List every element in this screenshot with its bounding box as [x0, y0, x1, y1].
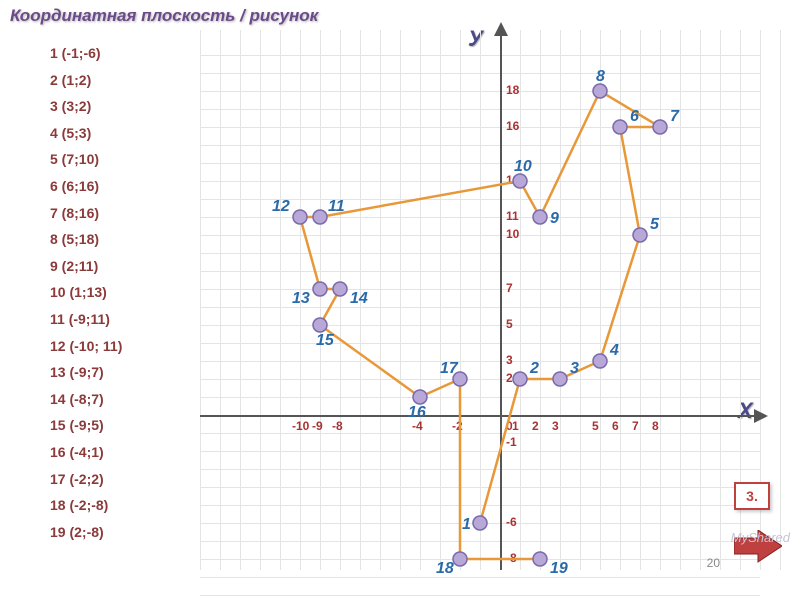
coord-list-item: 3 (3;2): [50, 93, 122, 120]
point-label: 19: [550, 560, 568, 577]
data-point: [513, 372, 527, 386]
coord-list-item: 4 (5;3): [50, 120, 122, 147]
data-point: [313, 318, 327, 332]
coord-list-item: 17 (-2;2): [50, 466, 122, 493]
data-point: [533, 552, 547, 566]
data-point: [453, 552, 467, 566]
coord-list-item: 8 (5;18): [50, 226, 122, 253]
page-title: Координатная плоскость / рисунок: [10, 6, 318, 26]
watermark: MyShared: [731, 530, 790, 545]
point-label: 17: [440, 360, 459, 377]
data-point: [653, 120, 667, 134]
slide-number: 20: [707, 556, 720, 570]
coord-list-item: 11 (-9;11): [50, 306, 122, 333]
point-label: 3: [570, 360, 579, 377]
coord-list-item: 12 (-10; 11): [50, 333, 122, 360]
coordinates-legend: 1 (-1;-6)2 (1;2)3 (3;2)4 (5;3)5 (7;10)6 …: [50, 40, 122, 545]
data-point: [333, 282, 347, 296]
point-label: 6: [630, 108, 639, 125]
coord-list-item: 14 (-8;7): [50, 386, 122, 413]
point-label: 15: [316, 332, 335, 349]
coord-list-item: 19 (2;-8): [50, 519, 122, 546]
data-point: [313, 210, 327, 224]
point-label: 4: [609, 342, 619, 359]
coord-list-item: 10 (1;13): [50, 279, 122, 306]
coord-list-item: 15 (-9;5): [50, 412, 122, 439]
point-label: 8: [596, 68, 605, 85]
nav-button-3[interactable]: 3.: [734, 482, 770, 510]
point-label: 10: [514, 158, 532, 175]
coord-list-item: 5 (7;10): [50, 146, 122, 173]
data-point: [553, 372, 567, 386]
data-point: [413, 390, 427, 404]
coord-list-item: 16 (-4;1): [50, 439, 122, 466]
data-point: [633, 228, 647, 242]
coord-list-item: 18 (-2;-8): [50, 492, 122, 519]
data-point: [293, 210, 307, 224]
data-point: [313, 282, 327, 296]
point-label: 16: [408, 404, 426, 421]
data-point: [513, 174, 527, 188]
point-label: 18: [436, 560, 454, 577]
point-label: 13: [292, 290, 310, 307]
data-point: [533, 210, 547, 224]
point-label: 9: [550, 210, 559, 227]
point-label: 2: [529, 360, 539, 377]
point-label: 5: [650, 216, 660, 233]
point-label: 1: [462, 516, 471, 533]
point-label: 12: [272, 198, 290, 215]
point-label: 11: [328, 198, 345, 215]
coord-list-item: 7 (8;16): [50, 200, 122, 227]
coord-list-item: 13 (-9;7): [50, 359, 122, 386]
data-point: [613, 120, 627, 134]
coord-list-item: 1 (-1;-6): [50, 40, 122, 67]
coordinate-chart: У X -10-9-8-4-21235678-8-623571011131618…: [200, 30, 760, 570]
data-point: [593, 84, 607, 98]
point-label: 7: [670, 108, 680, 125]
coord-list-item: 9 (2;11): [50, 253, 122, 280]
data-point: [593, 354, 607, 368]
coord-list-item: 6 (6;16): [50, 173, 122, 200]
point-label: 14: [350, 290, 368, 307]
data-point: [473, 516, 487, 530]
coord-list-item: 2 (1;2): [50, 67, 122, 94]
